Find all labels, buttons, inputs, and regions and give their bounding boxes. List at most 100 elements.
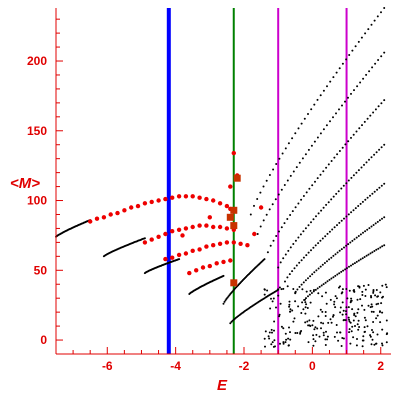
band-point [300, 330, 303, 332]
band-point [317, 267, 320, 270]
band-point [360, 36, 363, 39]
band-point [272, 239, 275, 242]
band-point [266, 289, 269, 292]
band-point [256, 233, 259, 235]
band-point [350, 330, 353, 333]
band-point [280, 226, 283, 229]
band-point [381, 311, 384, 314]
band-point [372, 291, 375, 294]
band-point [366, 228, 369, 231]
band-point [325, 330, 327, 333]
band-point [362, 231, 364, 234]
band-point [272, 297, 275, 300]
highlight-marker [230, 222, 238, 230]
band-point [279, 342, 281, 345]
band-point [307, 277, 309, 280]
band-point [363, 316, 366, 319]
band-point [329, 80, 332, 83]
band-point [275, 235, 278, 237]
band-point [340, 248, 343, 251]
band-point [329, 318, 332, 321]
band-point [307, 113, 309, 115]
band-point [319, 94, 322, 97]
band-point [288, 303, 291, 306]
y-tick-label: 0 [40, 333, 47, 347]
band-point [338, 150, 341, 152]
band-point [301, 301, 304, 304]
band-point [380, 302, 383, 305]
band-point [325, 124, 328, 127]
band-point [322, 283, 325, 286]
band-point [322, 170, 325, 173]
band-point [339, 306, 342, 309]
band-point [268, 208, 271, 211]
band-point [344, 319, 347, 322]
band-point [314, 340, 317, 343]
band-point [329, 298, 332, 301]
band-point [328, 230, 331, 233]
band-point [354, 325, 356, 327]
band-point [304, 301, 307, 304]
band-point [332, 276, 335, 279]
band-point [288, 326, 290, 329]
band-point [364, 319, 367, 322]
band-point [322, 322, 325, 325]
band-point [283, 184, 286, 186]
band-point [385, 319, 388, 322]
highlight-point [258, 205, 264, 210]
band-point [356, 298, 359, 301]
band-point [351, 239, 354, 242]
band-point [350, 92, 352, 95]
band-point [370, 156, 373, 159]
band-point [379, 246, 382, 249]
band-point [284, 147, 287, 150]
band-point [356, 85, 359, 88]
band-point [356, 323, 359, 326]
band-point [366, 196, 369, 199]
band-point [338, 67, 341, 70]
band-point [348, 328, 351, 331]
highlight-point [163, 256, 168, 262]
band-point [362, 335, 365, 338]
band-point [372, 111, 375, 114]
band-point [378, 148, 381, 151]
band-point [305, 191, 308, 194]
band-point [321, 310, 324, 313]
band-point [338, 221, 341, 224]
band-point [272, 168, 275, 171]
band-point [321, 295, 324, 298]
band-point [352, 319, 355, 322]
band-point [326, 280, 329, 283]
band-point [304, 153, 307, 156]
highlight-point [149, 199, 154, 205]
band-point [305, 290, 308, 293]
band-point [364, 288, 367, 291]
band-point [307, 324, 310, 327]
band-point [296, 288, 299, 291]
band-point [308, 324, 311, 327]
highlight-point [245, 243, 250, 248]
band-point [309, 289, 312, 292]
band-point [371, 192, 374, 195]
band-point [375, 289, 378, 291]
band-point [324, 235, 327, 238]
highlight-point [183, 226, 189, 231]
band-point [284, 280, 286, 283]
band-point [350, 300, 352, 302]
band-point [383, 244, 386, 247]
band-point [319, 132, 322, 135]
band-point [354, 207, 357, 210]
highlight-point [207, 215, 212, 220]
band-point [340, 270, 343, 273]
highlight-point [231, 240, 236, 245]
highlight-point [122, 208, 127, 213]
band-point [274, 198, 277, 201]
band-point [333, 156, 336, 159]
band-point [353, 89, 355, 92]
band-point [326, 260, 328, 263]
highlight-marker [230, 279, 238, 287]
band-point [291, 210, 294, 213]
band-point [311, 273, 314, 276]
band-point [353, 290, 356, 293]
